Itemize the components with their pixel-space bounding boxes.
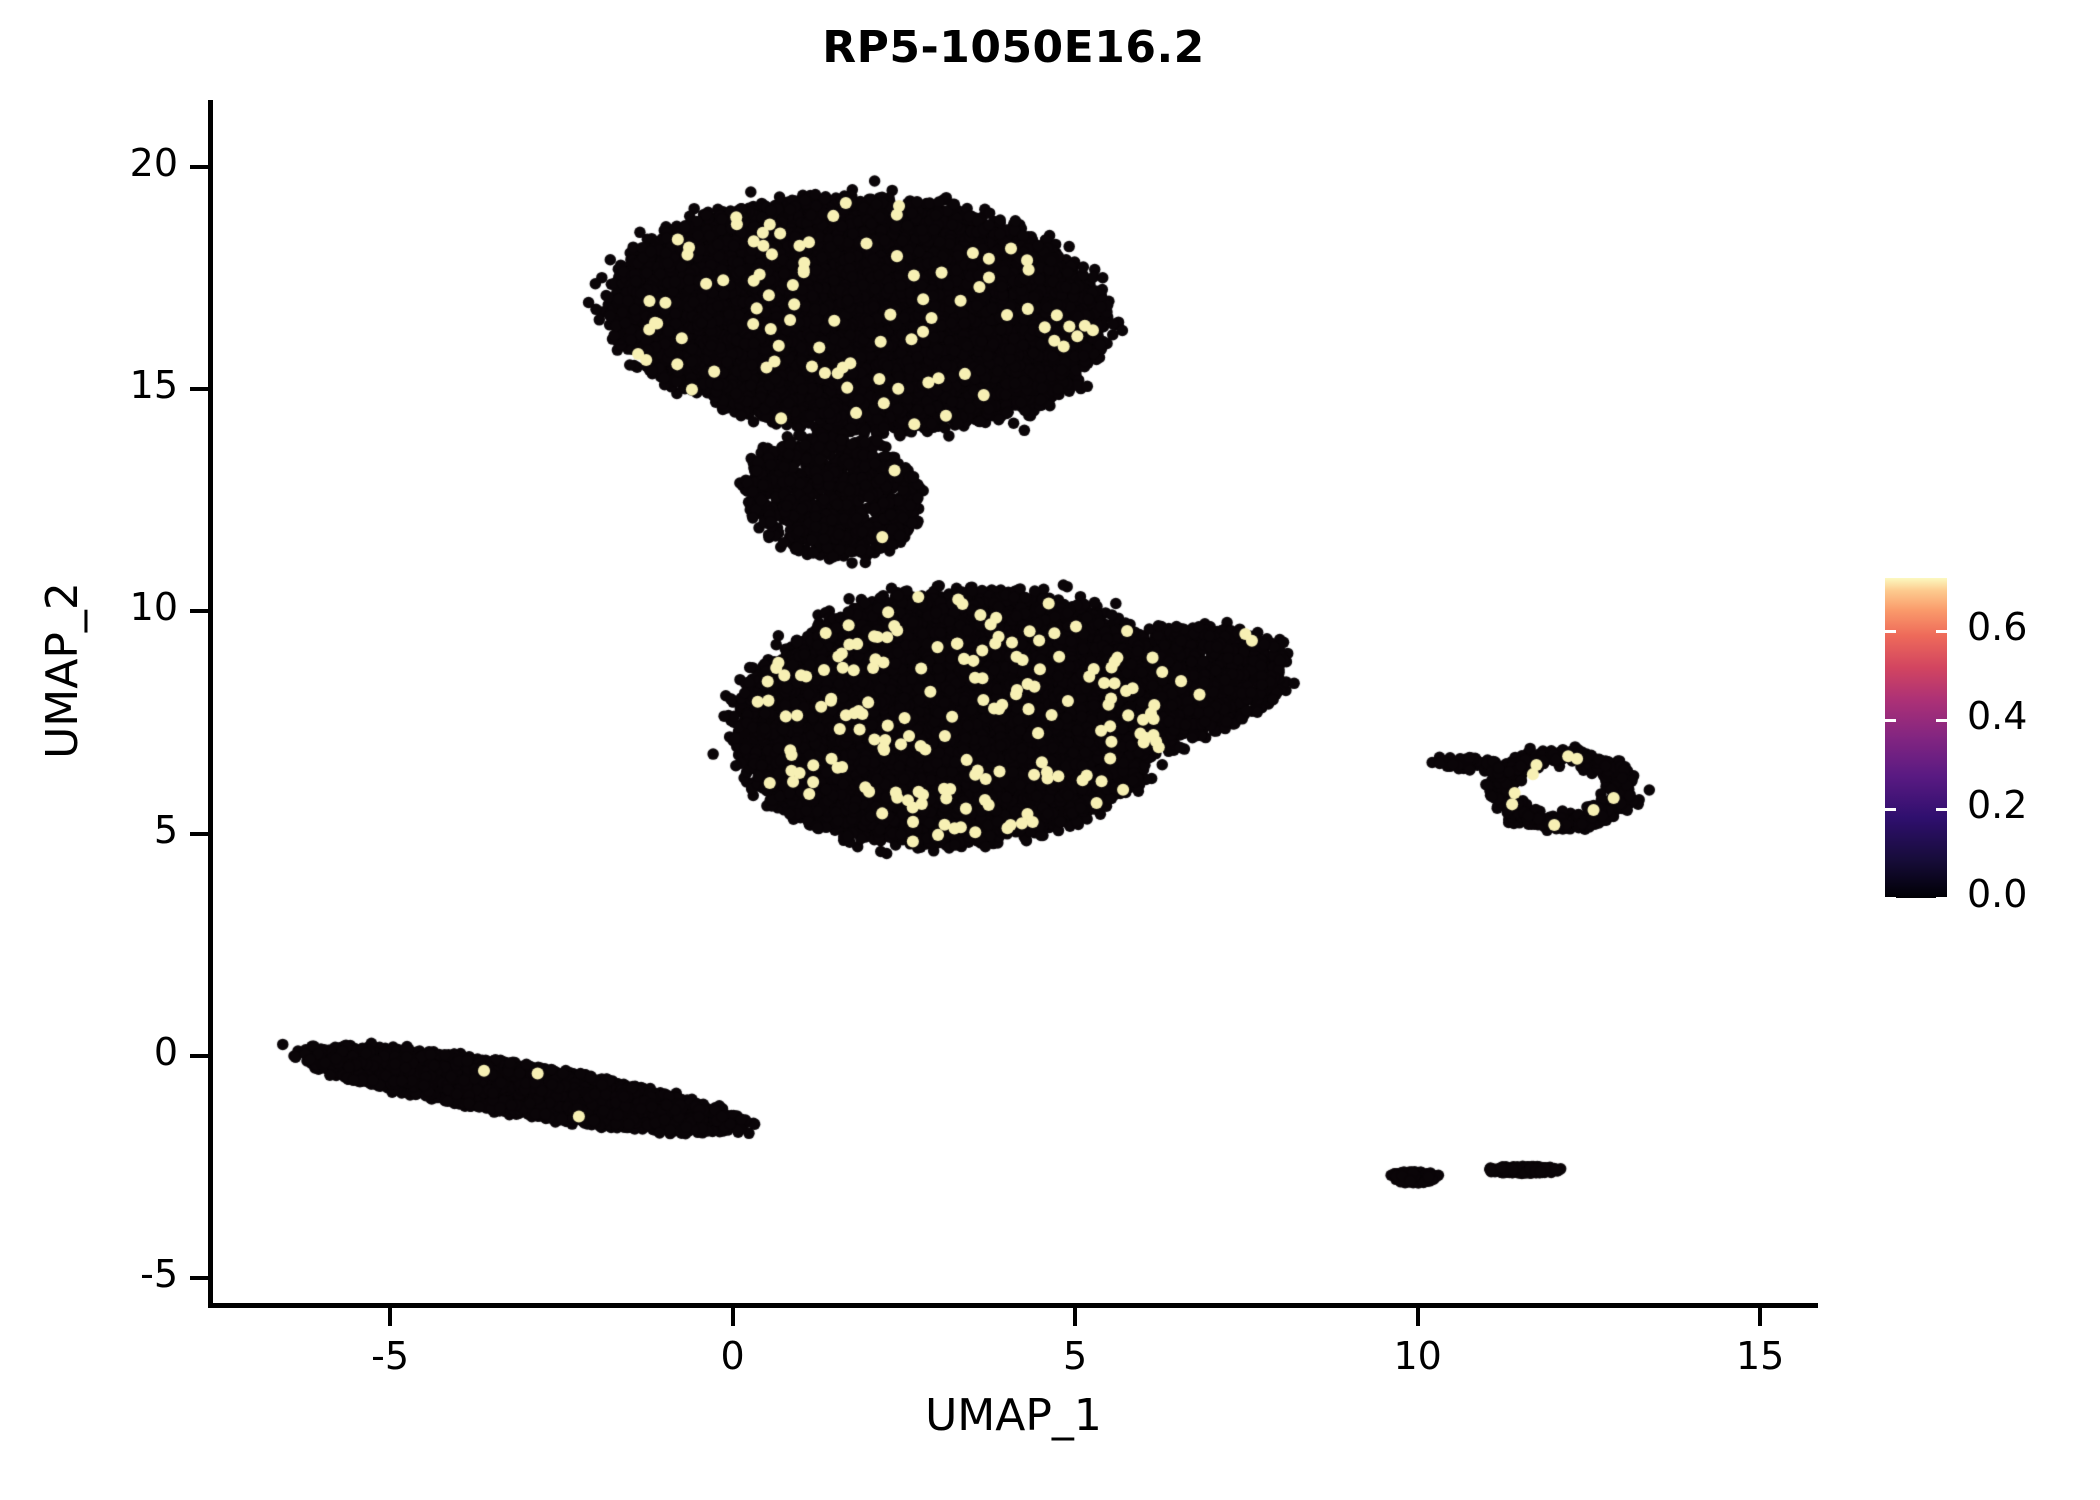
y-tick-mark (190, 164, 209, 169)
x-tick-mark (730, 1307, 735, 1326)
colorbar-tick-mark (1936, 896, 1947, 900)
colorbar-tick-label: 0.0 (1967, 872, 2028, 916)
colorbar-tick-mark (1885, 718, 1896, 722)
x-axis-label: UMAP_1 (925, 1390, 1102, 1441)
page-title: RP5-1050E16.2 (822, 22, 1205, 73)
scatter-plot-area (212, 100, 1815, 1305)
x-tick-label: -5 (371, 1334, 410, 1378)
y-tick-label: 10 (129, 585, 178, 630)
colorbar-tick-label: 0.2 (1967, 783, 2028, 828)
y-tick-label: 20 (129, 140, 178, 185)
x-tick-label: 15 (1736, 1334, 1785, 1378)
x-tick-mark (1073, 1307, 1078, 1326)
y-tick-mark (190, 609, 209, 614)
y-axis-spine (208, 100, 213, 1308)
y-tick-mark (190, 831, 209, 836)
colorbar-tick-mark (1885, 896, 1896, 900)
colorbar-tick-label: 0.6 (1967, 605, 2028, 650)
x-tick-label: 5 (1063, 1334, 1088, 1378)
y-tick-label: 5 (153, 807, 178, 852)
y-tick-mark (190, 387, 209, 392)
x-tick-mark (1758, 1307, 1763, 1326)
colorbar (1885, 578, 1947, 900)
y-tick-label: -5 (140, 1252, 178, 1297)
y-tick-label: 0 (153, 1029, 178, 1074)
x-tick-label: 0 (720, 1334, 745, 1378)
y-tick-label: 15 (129, 363, 178, 408)
x-tick-label: 10 (1393, 1334, 1442, 1378)
colorbar-tick-label: 0.4 (1967, 694, 2028, 739)
x-axis-spine (208, 1303, 1818, 1308)
colorbar-tick-mark (1936, 629, 1947, 633)
colorbar-tick-mark (1936, 718, 1947, 722)
colorbar-tick-mark (1885, 807, 1896, 811)
scatter-points-canvas (212, 100, 1815, 1305)
x-tick-mark (388, 1307, 393, 1326)
colorbar-tick-mark (1936, 807, 1947, 811)
y-axis-label: UMAP_2 (37, 582, 88, 759)
colorbar-gradient (1885, 578, 1947, 898)
y-tick-mark (190, 1276, 209, 1281)
colorbar-tick-mark (1885, 629, 1896, 633)
x-tick-mark (1415, 1307, 1420, 1326)
y-tick-mark (190, 1053, 209, 1058)
